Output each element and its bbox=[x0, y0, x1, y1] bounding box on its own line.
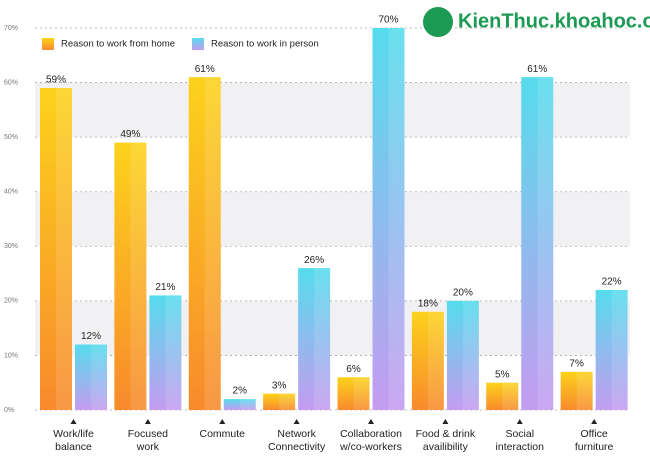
value-label: 6% bbox=[346, 364, 361, 375]
bar bbox=[298, 268, 331, 410]
value-label: 2% bbox=[233, 386, 248, 397]
legend-label: Reason to work from home bbox=[61, 39, 175, 50]
y-tick-label: 30% bbox=[4, 243, 18, 250]
tick-arrow bbox=[442, 419, 449, 424]
x-tick-label: Work/life balance bbox=[53, 428, 94, 453]
tick-arrow bbox=[219, 419, 226, 424]
x-tick-label: Network Connectivity bbox=[268, 428, 326, 453]
x-tick-label: Focused work bbox=[127, 428, 169, 453]
y-tick-label: 0% bbox=[4, 407, 14, 414]
bar bbox=[411, 311, 444, 410]
bar-shade bbox=[56, 88, 72, 411]
legend-swatch bbox=[192, 38, 204, 50]
x-tick-label: Collaboration w/co-workers bbox=[340, 428, 402, 453]
bar-shade bbox=[427, 311, 444, 410]
value-label: 59% bbox=[46, 75, 66, 86]
value-label: 22% bbox=[602, 277, 622, 288]
legend-swatch bbox=[42, 38, 54, 50]
value-label: 7% bbox=[569, 358, 584, 369]
bar bbox=[486, 382, 519, 410]
value-label: 26% bbox=[304, 255, 324, 266]
value-label: 20% bbox=[453, 287, 473, 298]
tick-arrow bbox=[144, 419, 151, 424]
tick-arrow bbox=[368, 419, 374, 424]
tick-arrow bbox=[70, 419, 77, 424]
bar bbox=[337, 377, 370, 410]
bar-shade bbox=[462, 300, 479, 410]
x-tick-label: Commute bbox=[199, 428, 245, 440]
bar bbox=[446, 300, 479, 410]
bar-shade bbox=[537, 77, 554, 410]
bar bbox=[595, 289, 628, 410]
bar-shade bbox=[91, 344, 107, 410]
value-label: 3% bbox=[272, 380, 287, 391]
value-label: 70% bbox=[378, 15, 398, 26]
tick-arrow bbox=[591, 419, 598, 424]
watermark: KienThuc.khoahoc.org bbox=[458, 10, 650, 32]
bar bbox=[114, 142, 147, 410]
bar bbox=[560, 371, 593, 410]
bar bbox=[188, 77, 221, 410]
legend-label: Reason to work in person bbox=[211, 39, 319, 50]
tick-arrow bbox=[293, 419, 300, 424]
value-label: 12% bbox=[81, 331, 101, 342]
value-label: 21% bbox=[155, 282, 175, 293]
bar bbox=[521, 77, 554, 410]
x-tick-label: Office furniture bbox=[574, 428, 614, 453]
value-label: 5% bbox=[495, 369, 510, 380]
value-label: 61% bbox=[527, 64, 547, 75]
bar-shade bbox=[239, 399, 256, 410]
bar bbox=[75, 344, 107, 410]
y-tick-label: 20% bbox=[4, 298, 18, 305]
bar-shade bbox=[314, 268, 331, 410]
y-tick-label: 60% bbox=[4, 79, 18, 86]
bar bbox=[372, 28, 405, 410]
bar-shade bbox=[130, 142, 147, 410]
bar-shade bbox=[611, 289, 628, 410]
bar-shade bbox=[204, 77, 221, 410]
bar-shade bbox=[388, 28, 405, 410]
bar bbox=[40, 88, 72, 411]
value-label: 49% bbox=[120, 129, 140, 140]
y-tick-label: 50% bbox=[4, 134, 18, 141]
bar-shade bbox=[165, 295, 182, 410]
x-tick-label: Food & drink availibility bbox=[415, 428, 476, 453]
bar-shade bbox=[576, 371, 593, 410]
value-label: 61% bbox=[195, 64, 215, 75]
bar bbox=[223, 399, 256, 410]
bar-shade bbox=[279, 393, 296, 410]
bar-shade bbox=[502, 382, 519, 410]
value-label: 18% bbox=[418, 298, 438, 309]
bar bbox=[149, 295, 182, 410]
bar-shade bbox=[353, 377, 370, 410]
watermark-logo bbox=[423, 7, 453, 37]
tick-arrow bbox=[516, 419, 523, 424]
y-tick-label: 40% bbox=[4, 189, 18, 196]
bar bbox=[263, 393, 296, 410]
y-tick-label: 70% bbox=[4, 25, 18, 32]
x-tick-label: Social interaction bbox=[495, 428, 544, 453]
y-tick-label: 10% bbox=[4, 352, 18, 359]
